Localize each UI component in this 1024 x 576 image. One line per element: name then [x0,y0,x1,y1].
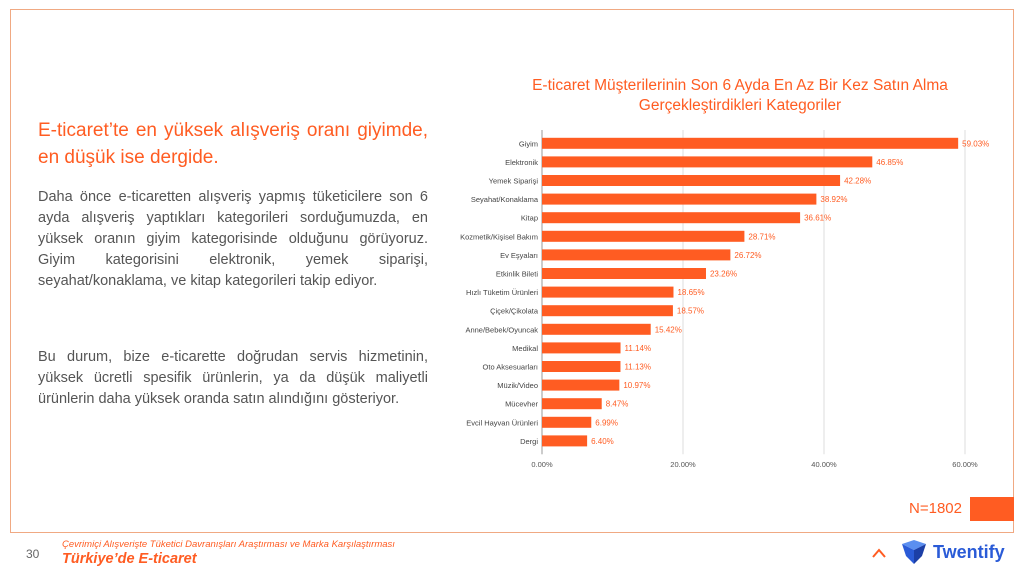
category-label: Etkinlik Bileti [496,270,538,279]
bar [542,137,959,149]
category-label: Oto Aksesuarları [483,363,538,372]
category-label: Kitap [521,214,538,223]
data-label: 18.65% [677,288,704,297]
data-label: 38.92% [820,195,847,204]
category-label: Hızlı Tüketim Ürünleri [466,288,538,297]
chart-title-line-2: Gerçekleştirdikleri Kategoriler [638,97,842,114]
data-label: 36.61% [804,214,831,223]
data-label: 11.14% [625,344,652,353]
bar [542,156,873,168]
body-paragraph-1: Daha önce e-ticaretten alışveriş yapmış … [38,189,428,289]
data-label: 23.26% [710,270,737,279]
bar [542,268,706,279]
twentify-logo-icon [902,540,926,564]
data-label: 59.03% [962,139,989,148]
bar [542,361,621,372]
category-label: Giyim [519,139,538,148]
bar [542,249,731,261]
data-label: 8.47% [606,400,629,409]
data-label: 42.28% [844,177,871,186]
bar [542,398,602,410]
chart-title-line-1: E-ticaret Müşterilerinin Son 6 Ayda En A… [532,77,948,94]
page-number: 30 [26,547,40,561]
x-tick-label: 60.00% [952,460,978,468]
bar [542,212,801,224]
bar-chart: 0.00% 20.00% 40.00% 60.00% Giyim 59.03% Elektr… [460,130,989,468]
category-label: Dergi [520,437,538,446]
data-label: 11.13% [624,363,651,372]
bar [542,342,621,354]
bar [542,323,651,335]
x-tick-label: 0.00% [531,460,553,468]
data-label: 15.42% [655,325,682,334]
sample-size-label: N=1802 [909,500,962,517]
data-label: 10.97% [623,381,650,390]
data-label: 46.85% [876,158,903,167]
category-label: Ev Eşyaları [500,251,538,260]
bar [542,193,817,205]
category-label: Medikal [512,344,538,353]
category-label: Çiçek/Çikolata [490,307,539,316]
category-label: Yemek Siparişi [489,177,539,186]
data-label: 6.40% [591,437,614,446]
category-label: Seyahat/Konaklama [471,195,539,204]
bar [542,379,620,391]
data-label: 26.72% [734,251,761,260]
category-label: Kozmetik/Kişisel Bakım [460,232,538,241]
slide-headline: E-ticaret’te en yüksek alışveriş oranı g… [38,120,428,168]
category-label: Müzik/Video [497,381,538,390]
footer-title: Türkiye’de E-ticaret [62,551,197,567]
chevron-up-icon[interactable] [870,544,888,562]
category-label: Mücevher [505,400,538,409]
bar [542,230,745,242]
footer-subtitle: Çevrimiçi Alışverişte Tüketici Davranışl… [62,539,395,550]
body-paragraph-2: Bu durum, bize e-ticarette doğrudan serv… [38,349,428,407]
bar [542,305,673,317]
chart-title: E-ticaret Müşterilerinin Son 6 Ayda En A… [480,76,1000,116]
data-label: 18.57% [677,307,704,316]
slide-frame [10,9,1014,533]
category-label: Evcil Hayvan Ürünleri [466,418,538,427]
category-label: Anne/Bebek/Oyuncak [465,325,538,334]
data-label: 6.99% [595,418,618,427]
bar [542,435,588,447]
sample-size-bar [970,497,1014,521]
category-label: Elektronik [505,158,538,167]
data-label: 28.71% [748,232,775,241]
brand-name: Twentify [933,542,1005,562]
x-tick-label: 40.00% [811,460,837,468]
bar [542,416,592,428]
bar [542,175,841,186]
x-tick-label: 20.00% [670,460,696,468]
bar [542,286,674,298]
